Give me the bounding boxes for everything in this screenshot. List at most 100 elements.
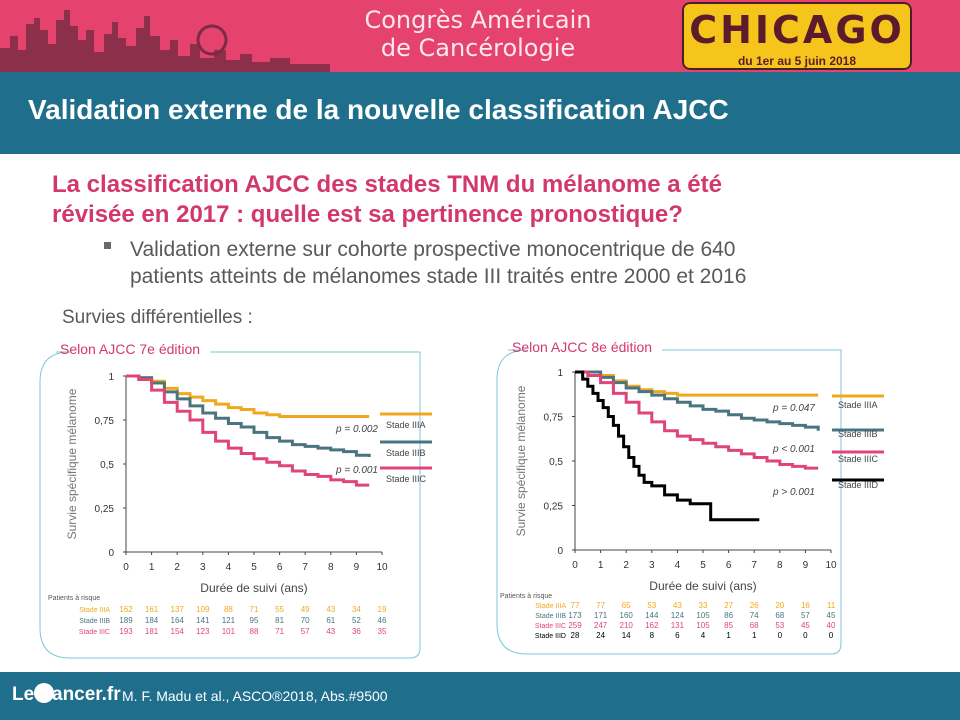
risk-value: 0: [829, 631, 834, 640]
p-value-annotation: p > 0.001: [772, 487, 815, 498]
x-tick-label: 7: [302, 562, 308, 573]
y-tick-label: 0,75: [95, 416, 115, 427]
risk-value: 137: [171, 605, 185, 614]
series-stade-iiic: [575, 370, 819, 470]
risk-value: 210: [620, 621, 634, 630]
risk-value: 71: [250, 605, 259, 614]
risk-value: 77: [596, 601, 605, 610]
x-tick-label: 6: [726, 560, 732, 571]
chicago-logo: CHICAGO du 1er au 5 juin 2018: [682, 2, 912, 70]
risk-row-label: Stade IIIC: [79, 629, 110, 636]
risk-value: 161: [145, 605, 159, 614]
x-tick-label: 1: [598, 560, 604, 571]
risk-row-label: Stade IIIB: [535, 613, 566, 620]
risk-value: 53: [775, 621, 784, 630]
series-stade-iiib: [575, 370, 820, 431]
risk-value: 6: [675, 631, 680, 640]
p-value-annotation: p < 0.001: [772, 444, 815, 455]
risk-value: 0: [778, 631, 783, 640]
risk-value: 68: [750, 621, 759, 630]
risk-table-title: Patients à risque: [48, 595, 100, 602]
legend-label: Stade IIIA: [838, 400, 878, 410]
risk-value: 4: [701, 631, 706, 640]
risk-value: 28: [571, 631, 580, 640]
chart-frame: [39, 351, 421, 659]
risk-value: 55: [275, 605, 284, 614]
p-value-annotation: p = 0.002: [335, 424, 378, 435]
risk-value: 35: [378, 627, 387, 636]
x-tick-label: 0: [572, 560, 578, 571]
x-tick-label: 9: [803, 560, 809, 571]
x-tick-label: 4: [675, 560, 681, 571]
y-tick-label: 0,75: [544, 413, 564, 424]
y-tick-label: 1: [108, 372, 114, 383]
risk-value: 81: [275, 616, 284, 625]
risk-value: 45: [827, 611, 836, 620]
x-tick-label: 9: [354, 562, 360, 573]
chart-title: Selon AJCC 8e édition: [512, 339, 652, 355]
congress-line-2: de Cancérologie: [380, 34, 576, 62]
risk-value: 1: [726, 631, 731, 640]
x-tick-label: 5: [700, 560, 706, 571]
legend-label: Stade IIID: [838, 480, 879, 490]
risk-value: 68: [775, 611, 784, 620]
risk-value: 121: [222, 616, 236, 625]
y-tick-label: 0: [557, 546, 563, 557]
chicago-dates: du 1er au 5 juin 2018: [737, 54, 857, 68]
risk-value: 88: [250, 627, 259, 636]
risk-value: 164: [171, 616, 185, 625]
legend-label: Stade IIIA: [386, 420, 426, 430]
logo-circle-icon: [34, 683, 54, 703]
risk-value: 8: [650, 631, 655, 640]
risk-value: 160: [620, 611, 634, 620]
subheading: Survies différentielles :: [62, 307, 253, 328]
citation: M. F. Madu et al., ASCO®2018, Abs.#9500: [122, 688, 388, 704]
x-tick-label: 10: [825, 560, 837, 571]
bullet-line-1: Validation externe sur cohorte prospecti…: [130, 238, 736, 261]
y-tick-label: 0,25: [95, 504, 115, 515]
x-tick-label: 2: [174, 562, 180, 573]
legend-label: Stade IIIC: [386, 474, 427, 484]
risk-value: 184: [145, 616, 159, 625]
series-stade-iiid: [575, 370, 760, 522]
risk-value: 131: [671, 621, 685, 630]
risk-value: 61: [326, 616, 335, 625]
risk-value: 70: [301, 616, 310, 625]
x-tick-label: 10: [376, 562, 388, 573]
risk-value: 53: [647, 601, 656, 610]
legend-label: Stade IIIC: [838, 454, 879, 464]
congress-line-1: Congrès Américain: [364, 6, 592, 34]
risk-value: 57: [801, 611, 810, 620]
y-tick-label: 1: [557, 368, 563, 379]
risk-value: 43: [326, 627, 335, 636]
legend-label: Stade IIIB: [386, 448, 426, 458]
bullet-square-icon: [104, 242, 111, 249]
risk-value: 40: [827, 621, 836, 630]
x-tick-label: 8: [777, 560, 783, 571]
risk-value: 57: [301, 627, 310, 636]
risk-value: 101: [222, 627, 236, 636]
x-tick-label: 3: [649, 560, 655, 571]
x-axis-label: Durée de suivi (ans): [200, 581, 307, 595]
legend-label: Stade IIIB: [838, 429, 878, 439]
risk-value: 19: [378, 605, 387, 614]
slide-heading: La classification AJCC des stades TNM du…: [52, 170, 912, 230]
risk-value: 74: [750, 611, 759, 620]
risk-value: 11: [827, 601, 836, 610]
risk-value: 181: [145, 627, 159, 636]
risk-value: 26: [750, 601, 759, 610]
risk-value: 247: [594, 621, 608, 630]
y-tick-label: 0,5: [549, 457, 563, 468]
congress-name: Congrès Américain de Cancérologie: [338, 6, 618, 62]
risk-value: 124: [671, 611, 685, 620]
risk-value: 171: [594, 611, 608, 620]
series-stade-iiib: [126, 374, 371, 457]
risk-row-label: Stade IIIB: [79, 618, 110, 625]
risk-table-title: Patients à risque: [500, 593, 552, 600]
risk-value: 14: [622, 631, 631, 640]
x-tick-label: 0: [123, 562, 129, 573]
footer-bar: Le ancer.fr M. F. Madu et al., ASCO®2018…: [0, 672, 960, 720]
